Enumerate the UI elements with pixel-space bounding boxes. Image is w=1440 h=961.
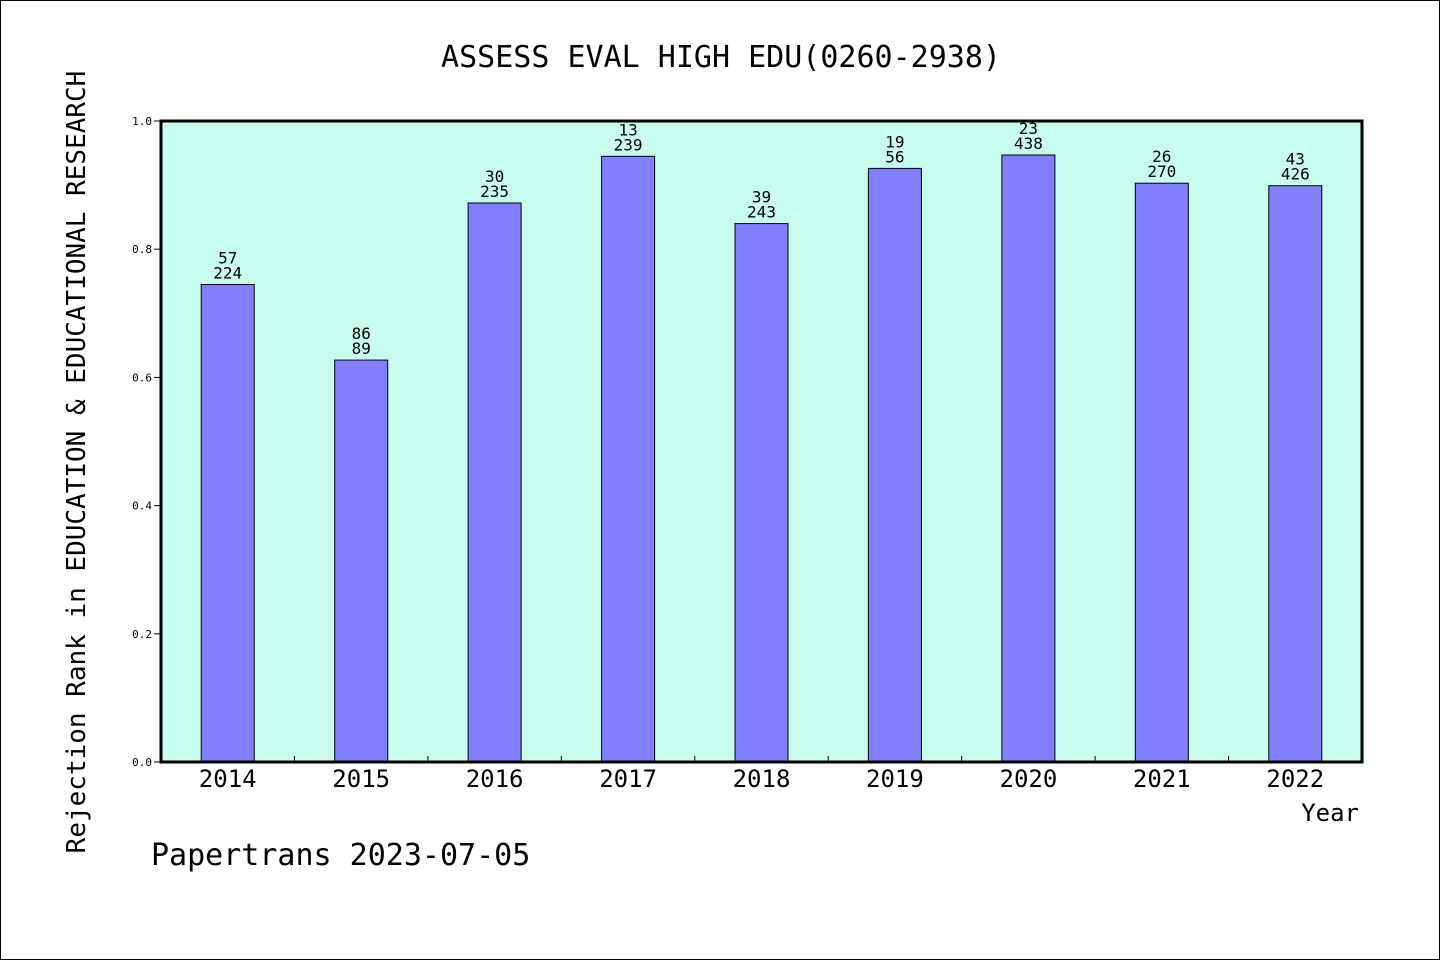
bar-2018 — [734, 223, 789, 763]
bar-label-top-2021: 26 — [1152, 147, 1171, 166]
x-tick-label-2021: 2021 — [1133, 765, 1191, 793]
bar-2019 — [867, 167, 922, 763]
bar-label-bottom-2015: 89 — [352, 339, 371, 358]
x-tick-label-2015: 2015 — [332, 765, 390, 793]
y-tick-label: 0.0 — [132, 756, 152, 769]
bar-label-top-2022: 43 — [1286, 150, 1305, 169]
x-tick-label-2018: 2018 — [733, 765, 791, 793]
plot-border — [159, 119, 1364, 764]
y-tick-label: 0.2 — [132, 628, 152, 641]
bar-label-bottom-2018: 243 — [747, 203, 776, 222]
x-tick-label-2019: 2019 — [866, 765, 924, 793]
bar-label-bottom-2021: 270 — [1147, 162, 1176, 181]
y-axis-label: Rejection Rank in EDUCATION & EDUCATIONA… — [62, 71, 92, 854]
bar-2021 — [1134, 182, 1189, 763]
bar-label-top-2018: 39 — [752, 188, 771, 207]
y-tick-label: 0.8 — [132, 243, 152, 256]
x-tick-label-2017: 2017 — [599, 765, 657, 793]
bar-label-bottom-2022: 426 — [1281, 165, 1310, 184]
bar-label-bottom-2017: 239 — [614, 135, 643, 154]
bar-label-top-2016: 30 — [485, 167, 504, 186]
bar-label-bottom-2020: 438 — [1014, 134, 1043, 153]
bar-2015 — [334, 359, 389, 763]
bar-label-top-2014: 57 — [218, 249, 237, 268]
x-tick-label-2016: 2016 — [466, 765, 524, 793]
x-tick-label-2014: 2014 — [199, 765, 257, 793]
x-axis-label: Year — [1301, 799, 1359, 827]
bar-2022 — [1268, 185, 1323, 763]
y-tick-label: 0.4 — [132, 500, 152, 513]
bar-label-top-2020: 23 — [1019, 119, 1038, 138]
bar-label-top-2015: 86 — [352, 324, 371, 343]
axis-ticks-group: 2014 2015 2016 2017 2018 2019 2020 2021 2022 0.0 0… — [132, 115, 1324, 793]
bar-label-top-2017: 13 — [618, 120, 637, 139]
bar-label-top-2019: 19 — [885, 132, 904, 151]
y-tick-label: 0.6 — [132, 371, 152, 384]
bar-label-bottom-2019: 56 — [885, 147, 904, 166]
bar-2016 — [467, 202, 522, 763]
bar-label-bottom-2016: 235 — [480, 182, 509, 201]
footer-credit: Papertrans 2023-07-05 — [151, 838, 530, 873]
bar-label-bottom-2014: 224 — [213, 264, 242, 283]
chart-title: ASSESS EVAL HIGH EDU(0260-2938) — [441, 40, 1001, 75]
x-tick-label-2020: 2020 — [1000, 765, 1058, 793]
bar-2020 — [1001, 154, 1056, 763]
bar-2017 — [601, 155, 656, 763]
bar-2014 — [200, 284, 255, 763]
x-tick-label-2022: 2022 — [1266, 765, 1324, 793]
y-tick-label: 1.0 — [132, 115, 152, 128]
